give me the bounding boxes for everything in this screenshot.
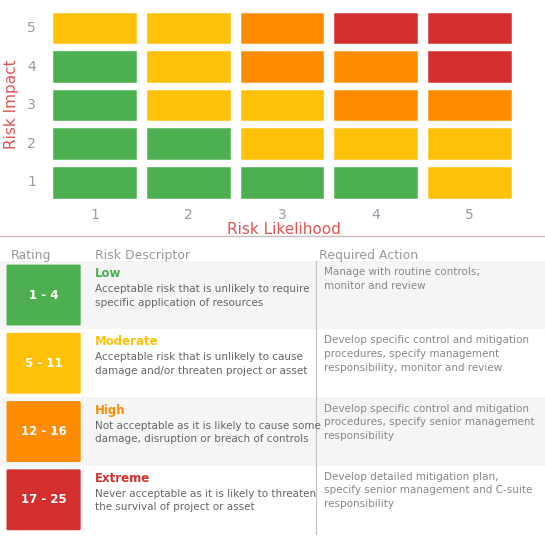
Bar <box>51 11 138 45</box>
Bar <box>0 466 545 534</box>
Bar <box>145 11 232 45</box>
Text: Develop specific control and mitigation
procedures, specify management
responsib: Develop specific control and mitigation … <box>324 335 529 373</box>
Text: 2: 2 <box>184 208 192 222</box>
Text: 17 - 25: 17 - 25 <box>21 494 66 506</box>
Bar <box>145 49 232 84</box>
Text: Never acceptable as it is likely to threaten
the survival of project or asset: Never acceptable as it is likely to thre… <box>95 489 317 512</box>
Bar <box>0 397 545 466</box>
Bar <box>0 261 545 329</box>
FancyBboxPatch shape <box>7 265 81 325</box>
Bar <box>51 88 138 122</box>
Bar <box>332 11 419 45</box>
Bar <box>426 88 512 122</box>
Text: 3: 3 <box>277 208 286 222</box>
Bar <box>51 165 138 200</box>
Text: 1: 1 <box>90 208 99 222</box>
Bar <box>239 165 325 200</box>
Bar <box>332 126 419 161</box>
Bar <box>145 88 232 122</box>
Bar <box>426 126 512 161</box>
Text: 5: 5 <box>27 21 36 35</box>
Text: Manage with routine controls;
monitor and review: Manage with routine controls; monitor an… <box>324 267 480 291</box>
Bar <box>0 329 545 397</box>
Bar <box>145 126 232 161</box>
Text: Develop detailed mitigation plan,
specify senior management and C-suite
responsi: Develop detailed mitigation plan, specif… <box>324 472 532 509</box>
Text: 4: 4 <box>371 208 380 222</box>
Bar <box>426 165 512 200</box>
Bar <box>51 49 138 84</box>
Bar <box>426 49 512 84</box>
Text: Acceptable risk that is unlikely to cause
damage and/or threaten project or asse: Acceptable risk that is unlikely to caus… <box>95 352 308 376</box>
Text: 4: 4 <box>27 60 36 74</box>
Text: 12 - 16: 12 - 16 <box>21 425 66 438</box>
Text: Develop specific control and mitigation
procedures, specify senior management
re: Develop specific control and mitigation … <box>324 404 535 441</box>
Bar <box>239 11 325 45</box>
Text: 5 - 11: 5 - 11 <box>25 357 63 370</box>
Text: Moderate: Moderate <box>95 335 159 349</box>
Bar <box>239 126 325 161</box>
Text: High: High <box>95 404 126 417</box>
Text: Acceptable risk that is unlikely to require
specific application of resources: Acceptable risk that is unlikely to requ… <box>95 284 310 308</box>
Bar <box>239 49 325 84</box>
FancyBboxPatch shape <box>7 333 81 394</box>
Bar <box>426 11 512 45</box>
Text: Extreme: Extreme <box>95 472 150 485</box>
Bar <box>332 165 419 200</box>
Text: 1: 1 <box>27 175 36 190</box>
Text: Risk Descriptor: Risk Descriptor <box>95 249 190 262</box>
Text: Rating: Rating <box>11 249 51 262</box>
Text: 3: 3 <box>27 98 36 112</box>
FancyBboxPatch shape <box>7 401 81 462</box>
FancyBboxPatch shape <box>7 469 81 530</box>
Text: Not acceptable as it is likely to cause some
damage, disruption or breach of con: Not acceptable as it is likely to cause … <box>95 420 321 444</box>
Bar <box>145 165 232 200</box>
Text: Low: Low <box>95 267 122 280</box>
Bar <box>332 49 419 84</box>
Text: 5: 5 <box>465 208 474 222</box>
Bar <box>239 88 325 122</box>
Text: 2: 2 <box>27 137 36 151</box>
Text: Required Action: Required Action <box>319 249 418 262</box>
Bar <box>51 126 138 161</box>
Text: Risk Likelihood: Risk Likelihood <box>227 222 341 237</box>
Text: 1 - 4: 1 - 4 <box>29 288 58 302</box>
Text: Risk Impact: Risk Impact <box>4 59 19 149</box>
Bar <box>332 88 419 122</box>
